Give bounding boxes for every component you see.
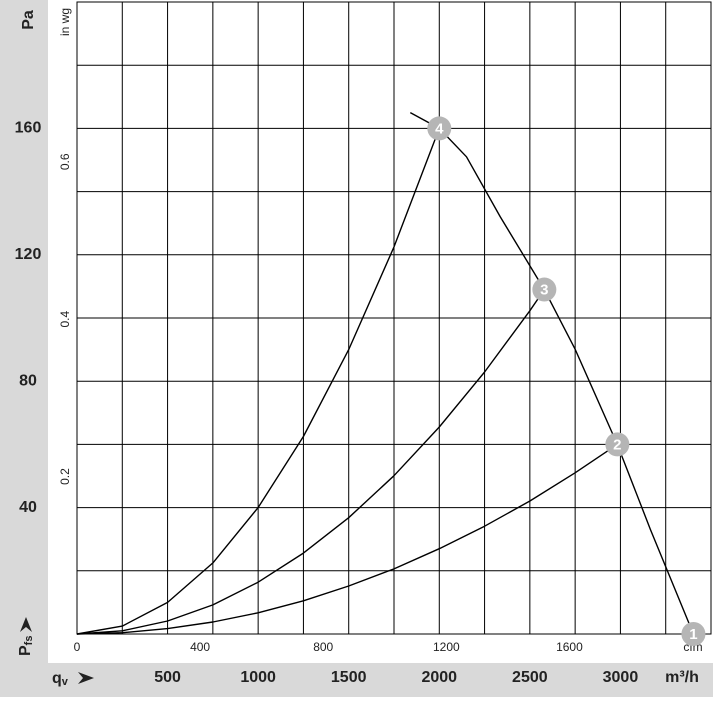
operating-point [532,277,557,302]
x-tick-label: 3000 [603,669,639,686]
x-tick-label: 1500 [331,669,367,686]
x2-tick-label: 1200 [433,640,460,654]
y-tick-label: 120 [15,246,42,263]
x-symbol-sub: v [62,676,69,688]
y2-tick-label: 0.4 [58,311,72,328]
y-symbol-sub: fs [23,636,35,646]
y-tick-label: 160 [15,120,42,137]
left-band [0,0,48,697]
x2-tick-label: 800 [313,640,333,654]
bottom-band [0,663,713,697]
operating-point [427,116,452,141]
operating-point-label: 3 [540,282,548,299]
y-tick-label: 40 [19,499,37,516]
x-tick-label: 2500 [512,669,548,686]
operating-point-label: 2 [613,436,621,453]
curve [76,289,545,635]
y-axis-label: Pa [20,10,37,30]
y-arrow [20,617,32,632]
operating-point [605,432,630,457]
x-symbol-main: q [52,670,62,687]
x-tick-label: 500 [154,669,181,686]
x-tick-label: 2000 [421,669,457,686]
x-tick-label: 1000 [240,669,276,686]
y-symbol-main: P [17,645,34,656]
curve [76,128,440,635]
x-arrow [78,672,94,684]
x-symbol: qv [52,670,69,688]
x2-tick-label: 1600 [556,640,583,654]
plot-frame [76,1,712,635]
y-tick-label: 80 [19,372,37,389]
x-axis-label: m³/h [665,669,699,686]
operating-point-label: 4 [435,120,444,137]
operating-point-label: 1 [689,626,697,643]
y2-tick-label: 0.6 [58,153,72,170]
y2-axis-label: in wg [58,8,72,36]
operating-point [681,622,706,646]
curve [76,443,618,635]
y-symbol: Pfs [17,636,35,656]
x2-tick-label: 0 [74,640,81,654]
x2-tick-label: 400 [190,640,210,654]
y2-tick-label: 0.2 [58,468,72,485]
